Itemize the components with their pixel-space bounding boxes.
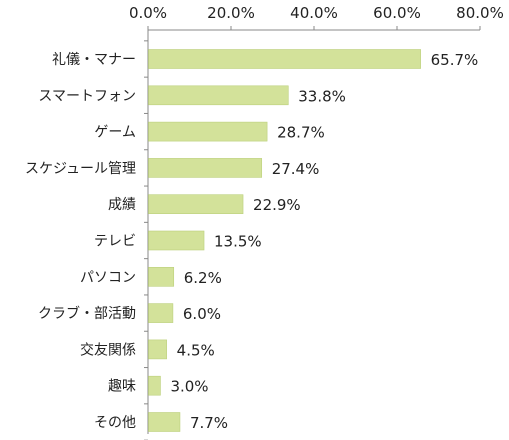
category-label: その他 <box>94 415 136 431</box>
bar <box>148 266 175 287</box>
data-label: 7.7% <box>190 414 228 432</box>
data-label: 6.0% <box>183 305 221 323</box>
category-label: クラブ・部活動 <box>38 305 136 322</box>
bar-layer <box>148 49 421 432</box>
category-label: スマートフォン <box>38 88 136 104</box>
category-label: スケジュール管理 <box>25 161 136 177</box>
bar <box>148 303 174 323</box>
category-label: ゲーム <box>94 125 136 141</box>
x-tick-label: 60.0% <box>373 4 421 22</box>
bar <box>148 49 421 69</box>
data-label: 6.2% <box>184 269 222 287</box>
category-label: テレビ <box>94 234 136 250</box>
bar <box>148 412 181 432</box>
label-layer: 0.0% 20.0% 40.0% 60.0% 80.0% 礼儀・マナー 65.7% スマートフ… <box>25 4 504 432</box>
axis-layer <box>144 26 481 440</box>
bar <box>148 158 263 178</box>
category-label: パソコン <box>80 270 136 286</box>
data-label: 27.4% <box>272 160 320 178</box>
category-label: 交友関係 <box>80 341 136 358</box>
category-label: 礼儀・マナー <box>52 52 136 68</box>
x-tick-label: 20.0% <box>207 4 255 22</box>
bar <box>148 230 205 251</box>
bar <box>148 121 268 142</box>
data-label: 13.5% <box>214 233 262 251</box>
bar <box>148 375 161 396</box>
bar <box>148 194 244 214</box>
bar <box>148 339 167 360</box>
x-tick-label: 0.0% <box>129 4 167 22</box>
data-label: 28.7% <box>277 124 325 142</box>
x-tick-label: 40.0% <box>290 4 338 22</box>
category-label: 成績 <box>108 197 136 213</box>
category-label: 趣味 <box>108 379 136 395</box>
data-label: 4.5% <box>177 341 215 359</box>
x-tick-label: 80.0% <box>456 4 504 22</box>
data-label: 22.9% <box>253 196 301 214</box>
data-label: 3.0% <box>170 378 208 396</box>
bar <box>148 85 289 106</box>
data-label: 65.7% <box>431 51 479 69</box>
data-label: 33.8% <box>298 87 346 105</box>
